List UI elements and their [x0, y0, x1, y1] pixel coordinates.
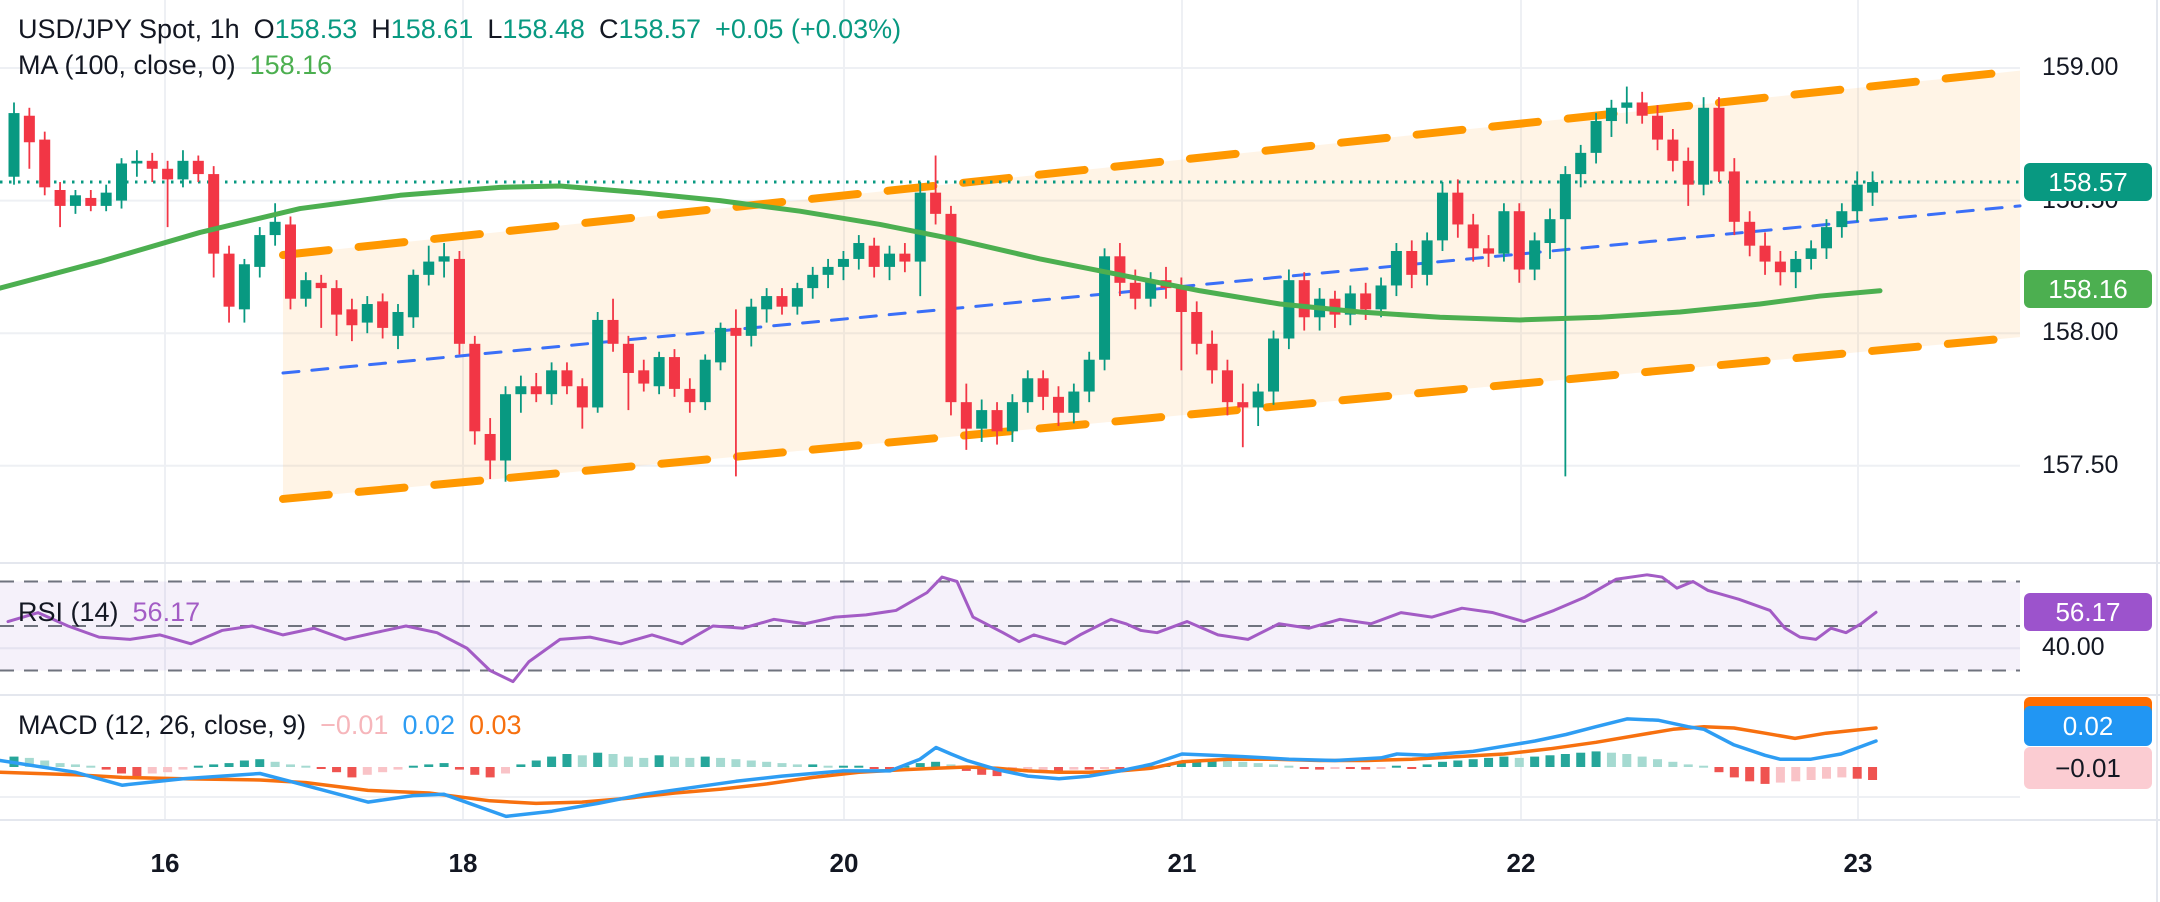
time-tick-label: 18: [448, 848, 478, 878]
last-price-badge: 158.57: [2024, 163, 2152, 201]
ohlc-open: O 158.53: [253, 14, 358, 44]
time-tick-label: 20: [829, 848, 859, 878]
symbol-legend[interactable]: USD/JPY Spot, 1h O 158.53 H 158.61 L 158.48…: [18, 14, 901, 45]
macd-line-badge: 0.02: [2024, 706, 2152, 746]
rsi-panel: [0, 573, 2020, 684]
macd-legend[interactable]: MACD (12, 26, close, 9) −0.01 0.02 0.03: [18, 710, 522, 741]
ma-label: MA (100, close, 0): [18, 50, 236, 80]
ma-legend[interactable]: MA (100, close, 0) 158.16: [18, 50, 332, 81]
ohlc-close: C 158.57: [598, 14, 702, 44]
ma-value: 158.16: [249, 50, 333, 80]
macd-signal-value: 0.03: [469, 710, 522, 740]
time-tick-label: 16: [150, 848, 180, 878]
rsi-legend[interactable]: RSI (14) 56.17: [18, 597, 200, 628]
macd-line-value: 0.02: [402, 710, 455, 740]
rsi-label: RSI (14): [18, 597, 119, 627]
rsi-tick-label: 40.00: [2042, 633, 2105, 662]
ma-value-badge: 158.16: [2024, 270, 2152, 308]
macd-hist-value: −0.01: [320, 710, 389, 740]
candles: [8, 86, 1879, 482]
ohlc-low: L 158.48: [487, 14, 585, 44]
price-tick-label: 157.50: [2042, 450, 2119, 479]
price-tick-label: 159.00: [2042, 53, 2119, 81]
macd-hist-badge: −0.01: [2024, 747, 2152, 789]
symbol-title: USD/JPY Spot, 1h: [18, 14, 240, 44]
price-tick-label: 158.00: [2042, 318, 2119, 347]
time-tick-label: 23: [1843, 848, 1873, 878]
macd-panel: [0, 717, 1878, 819]
ohlc-high: H 158.61: [371, 14, 474, 44]
rsi-value-badge: 56.17: [2024, 593, 2152, 631]
ma100-line: [0, 183, 1883, 323]
price-change: +0.05 (+0.03%): [715, 14, 902, 44]
macd-label: MACD (12, 26, close, 9): [18, 710, 307, 740]
gridlines: [0, 0, 2020, 820]
time-tick-label: 22: [1506, 848, 1536, 878]
rsi-value: 56.17: [132, 597, 201, 627]
time-tick-label: 21: [1167, 848, 1197, 878]
